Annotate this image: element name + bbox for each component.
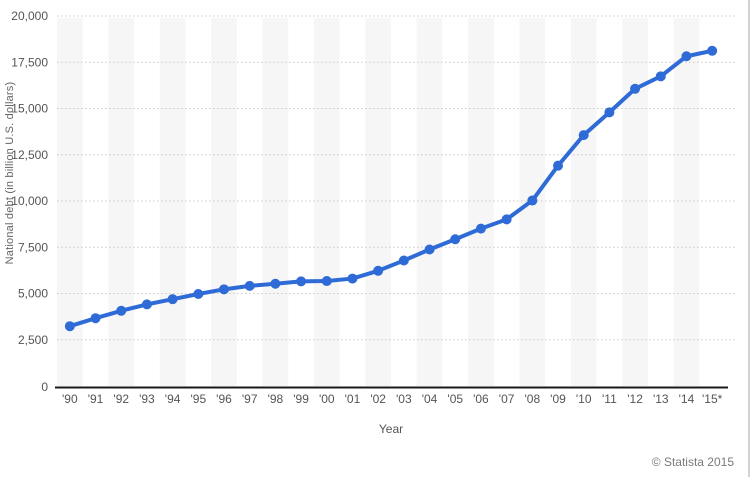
data-point[interactable] (321, 276, 332, 287)
x-tick-label: '15* (702, 392, 723, 406)
x-tick-label: '94 (165, 392, 181, 406)
data-point[interactable] (527, 195, 538, 206)
x-tick-label: '11 (602, 392, 617, 406)
copyright-text: © Statista 2015 (651, 455, 734, 469)
data-point[interactable] (167, 294, 178, 305)
data-point[interactable] (501, 214, 512, 225)
x-tick-label: '90 (62, 392, 78, 406)
x-tick-label: '95 (190, 392, 206, 406)
x-tick-label: '06 (473, 392, 489, 406)
data-point[interactable] (578, 130, 589, 141)
x-tick-label: '99 (293, 392, 309, 406)
x-tick-label: '96 (216, 392, 232, 406)
x-tick-label: '01 (345, 392, 361, 406)
x-tick-label: '13 (653, 392, 669, 406)
x-tick-label: '10 (576, 392, 592, 406)
x-tick-label: '93 (139, 392, 155, 406)
data-point[interactable] (90, 313, 101, 324)
data-point[interactable] (64, 321, 75, 332)
data-point[interactable] (373, 265, 384, 276)
y-tick-label: 15,000 (11, 102, 48, 116)
data-point[interactable] (296, 276, 307, 287)
y-tick-label: 20,000 (11, 9, 48, 23)
x-tick-label: '12 (627, 392, 643, 406)
x-tick-label: '98 (268, 392, 284, 406)
data-point[interactable] (630, 83, 641, 94)
plot-band (365, 18, 391, 386)
y-tick-label: 7,500 (18, 240, 48, 254)
plot-band (622, 18, 648, 386)
y-tick-label: 2,500 (18, 333, 48, 347)
plot-band (159, 18, 186, 386)
data-point[interactable] (116, 305, 127, 316)
data-point[interactable] (244, 280, 255, 291)
data-point[interactable] (707, 45, 718, 56)
x-tick-label: '97 (242, 392, 258, 406)
data-point[interactable] (424, 244, 435, 255)
y-tick-label: 10,000 (11, 194, 48, 208)
x-tick-label: '02 (370, 392, 386, 406)
x-tick-label: '05 (447, 392, 463, 406)
data-point[interactable] (193, 288, 204, 299)
x-tick-label: '07 (499, 392, 515, 406)
x-tick-label: '14 (679, 392, 695, 406)
plot-band (468, 18, 494, 386)
data-point[interactable] (681, 51, 692, 62)
data-point[interactable] (475, 223, 486, 234)
y-tick-label: 12,500 (11, 148, 48, 162)
right-border-divider (748, 0, 750, 477)
plot-band (313, 18, 340, 386)
data-point[interactable] (398, 255, 409, 266)
plot-band (108, 18, 135, 386)
plot-band (262, 18, 289, 386)
y-tick-label: 17,500 (11, 55, 48, 69)
y-tick-label: 0 (41, 380, 48, 394)
data-point[interactable] (655, 71, 666, 82)
x-tick-label: '00 (319, 392, 335, 406)
data-point[interactable] (450, 234, 461, 245)
y-tick-label: 5,000 (18, 287, 48, 301)
data-point[interactable] (219, 284, 229, 295)
x-tick-label: '03 (396, 392, 412, 406)
data-point[interactable] (141, 299, 152, 310)
x-tick-label: '08 (524, 392, 540, 406)
x-axis-title: Year (378, 422, 404, 436)
data-point[interactable] (270, 278, 281, 289)
x-tick-label: '04 (422, 392, 438, 406)
x-tick-label: '92 (113, 392, 129, 406)
data-point[interactable] (604, 107, 615, 118)
data-point[interactable] (553, 160, 563, 171)
plot-band (570, 18, 597, 386)
plot-band (673, 18, 700, 386)
x-tick-label: '09 (550, 392, 566, 406)
x-tick-label: '91 (88, 392, 104, 406)
plot-band (211, 18, 237, 386)
plot-band (416, 18, 443, 386)
data-point[interactable] (347, 273, 358, 284)
